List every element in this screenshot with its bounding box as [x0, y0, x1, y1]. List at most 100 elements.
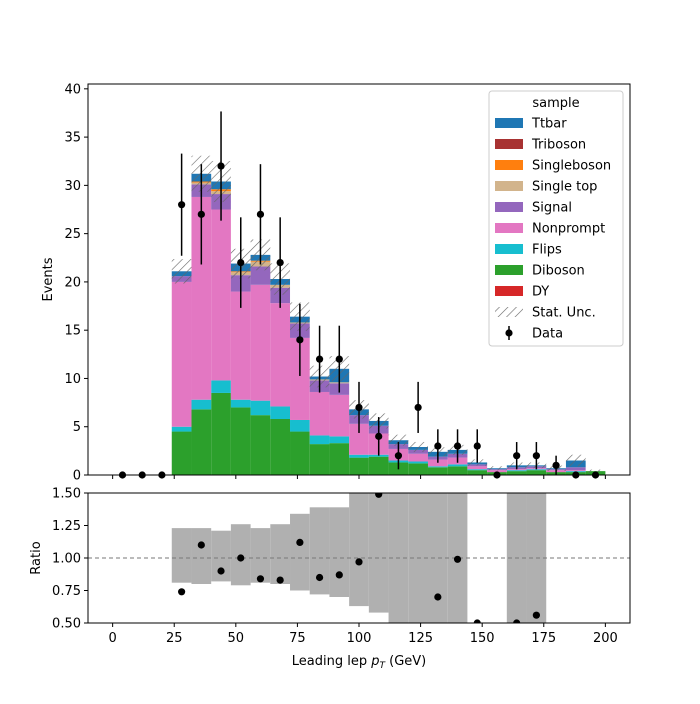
ratio-point-8: [335, 571, 343, 579]
y-tick-label-0: 0: [73, 469, 81, 484]
bar-flips-11: [329, 436, 350, 444]
bar-nonprompt-4: [191, 196, 212, 400]
series-nonprompt: [171, 196, 586, 473]
data-point-8: [276, 259, 284, 267]
bar-nonprompt-23: [565, 470, 586, 472]
bar-nonprompt-16: [427, 459, 448, 467]
bar-nonprompt-10: [309, 391, 330, 436]
legend-box: [488, 90, 624, 347]
bar-nonprompt-6: [230, 291, 251, 400]
ratio-point-15: [532, 611, 540, 619]
bar-diboson-16: [427, 467, 448, 475]
ratio-point-6: [296, 538, 304, 547]
legend-label-dy: DY: [532, 285, 549, 300]
bar-diboson-15: [408, 463, 428, 475]
ratio-y-tick-label-0: 0.50: [52, 617, 81, 632]
bar-diboson-10: [309, 444, 330, 475]
bar-diboson-21: [526, 470, 547, 475]
data-point-22: [552, 461, 560, 469]
legend-swatch-dy: [495, 286, 523, 296]
bar-diboson-12: [349, 457, 369, 475]
ratio-band-10: [309, 507, 330, 595]
bar-nonprompt-20: [506, 469, 527, 471]
ratio-point-14: [513, 619, 521, 623]
stat-unc-15: [408, 441, 428, 453]
ratio-point-11: [434, 593, 442, 601]
legend-swatch-signal: [495, 202, 523, 212]
legend-label-stat-unc: Stat. Unc.: [532, 306, 596, 321]
ratio-point-10: [375, 493, 383, 498]
bar-flips-3: [171, 426, 192, 432]
data-point-13: [375, 432, 383, 440]
stat-unc-23: [565, 454, 586, 467]
x-tick-label-2: 50: [228, 631, 245, 646]
bar-flips-10: [309, 435, 330, 445]
x-tick-label-1: 25: [166, 631, 183, 646]
bar-diboson-11: [329, 443, 350, 475]
y-tick-label-2: 10: [64, 372, 81, 387]
ratio-point-3: [237, 554, 245, 562]
bar-flips-18: [467, 469, 488, 471]
legend-label-single-top: Single top: [532, 180, 597, 195]
legend-label-signal: Signal: [532, 201, 572, 216]
bar-flips-5: [211, 380, 231, 393]
y-tick-label-7: 35: [64, 131, 81, 146]
y-tick-label-3: 15: [64, 324, 81, 339]
ratio-point-4: [256, 575, 265, 583]
bar-nonprompt-18: [467, 466, 488, 470]
bar-flips-12: [349, 454, 369, 458]
bar-nonprompt-15: [408, 453, 428, 462]
x-tick-label-4: 100: [347, 631, 372, 646]
legend-label-triboson: Triboson: [531, 138, 586, 153]
legend-label-ttbar: Ttbar: [531, 117, 567, 132]
bar-diboson-13: [368, 456, 389, 475]
legend-swatch-singleboson: [495, 160, 523, 170]
x-axis-label-prefix: Leading lep: [292, 654, 371, 669]
x-tick-label-3: 75: [289, 631, 306, 646]
series-flips: [171, 380, 586, 473]
bar-flips-4: [191, 399, 212, 410]
x-axis-label: Leading lep pT (GeV): [292, 654, 426, 671]
stat-unc-3: [171, 259, 192, 284]
ratio-point-0: [178, 588, 186, 596]
bar-nonprompt-9: [290, 337, 310, 420]
ratio-band-16: [427, 493, 448, 623]
ratio-point-13: [473, 619, 481, 623]
bar-flips-7: [250, 400, 271, 416]
data-points: [118, 111, 600, 479]
series-diboson: [171, 392, 606, 475]
data-point-7: [256, 210, 265, 218]
bar-nonprompt-7: [250, 284, 271, 401]
bar-flips-20: [506, 470, 527, 472]
data-point-11: [335, 355, 343, 363]
ratio-point-5: [276, 576, 284, 584]
legend-label-flips: Flips: [532, 243, 562, 258]
bar-diboson-4: [191, 409, 212, 475]
x-tick-label-8: 200: [593, 631, 618, 646]
data-point-9: [296, 336, 304, 344]
ratio-points: [178, 493, 540, 623]
legend-swatch-stat-unc: [495, 307, 523, 317]
bar-diboson-8: [270, 419, 291, 475]
data-point-20: [513, 452, 521, 460]
legend-label-data: Data: [532, 327, 563, 342]
y-tick-label-8: 40: [64, 82, 81, 97]
data-point-6: [237, 259, 245, 267]
ratio-y-tick-label-4: 1.50: [52, 487, 81, 502]
bar-diboson-17: [447, 466, 468, 475]
ratio-band-13: [368, 493, 389, 613]
bar-flips-21: [526, 469, 547, 471]
bar-flips-6: [230, 399, 251, 408]
x-tick-label-7: 175: [531, 631, 556, 646]
ratio-point-2: [217, 567, 225, 575]
data-point-5: [217, 162, 225, 170]
bar-signal-7: [250, 266, 271, 285]
bar-nonprompt-19: [487, 470, 507, 473]
x-tick-label-5: 125: [408, 631, 433, 646]
ratio-y-axis-label: Ratio: [29, 541, 44, 574]
bar-diboson-9: [290, 431, 310, 475]
legend-label-nonprompt: Nonprompt: [532, 222, 605, 237]
legend-swatch-flips: [495, 244, 523, 254]
